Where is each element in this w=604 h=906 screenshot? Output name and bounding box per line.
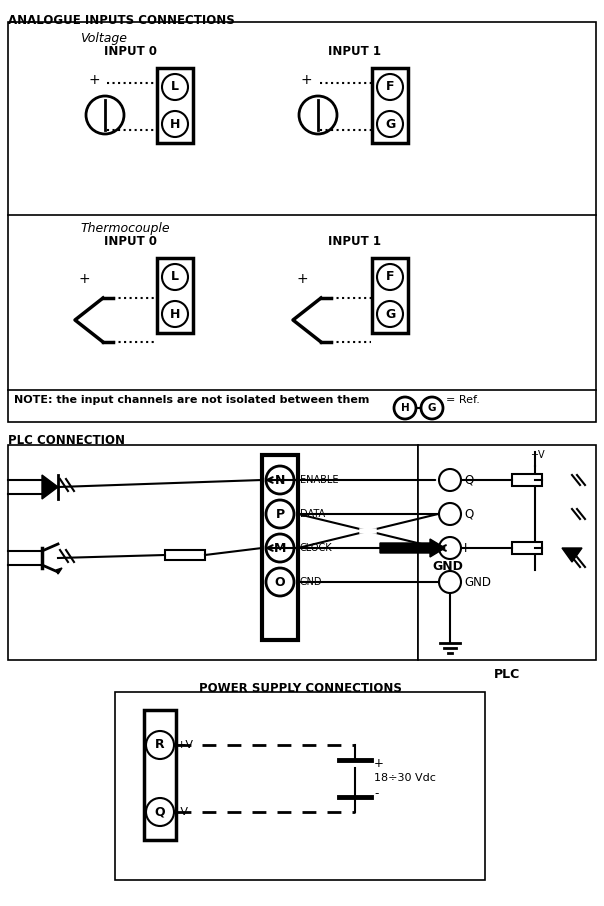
Text: G: G: [428, 403, 436, 413]
Text: Q: Q: [464, 474, 474, 487]
Bar: [372, 68, 408, 143]
Circle shape: [162, 301, 188, 327]
Text: R: R: [155, 738, 165, 751]
Text: -: -: [374, 787, 378, 800]
Text: +: +: [300, 73, 312, 87]
Text: L: L: [171, 81, 179, 93]
Circle shape: [439, 537, 461, 559]
Circle shape: [266, 466, 294, 494]
Circle shape: [146, 731, 174, 759]
Circle shape: [266, 534, 294, 562]
Text: INPUT 1: INPUT 1: [329, 45, 382, 58]
Bar: [144, 710, 176, 840]
Circle shape: [439, 469, 461, 491]
Bar: [372, 258, 408, 333]
Circle shape: [439, 571, 461, 593]
Text: +V: +V: [177, 740, 194, 750]
Text: INPUT 0: INPUT 0: [103, 45, 156, 58]
Text: H: H: [400, 403, 410, 413]
Circle shape: [439, 503, 461, 525]
Text: INPUT 0: INPUT 0: [103, 235, 156, 248]
Text: H: H: [170, 307, 180, 321]
Polygon shape: [562, 548, 582, 562]
Text: GND: GND: [300, 577, 323, 587]
Text: G: G: [385, 118, 395, 130]
Text: +: +: [296, 272, 307, 286]
Text: F: F: [386, 271, 394, 284]
Bar: [165, 550, 205, 560]
Circle shape: [377, 264, 403, 290]
Bar: [8, 445, 418, 660]
Text: Q: Q: [155, 805, 165, 818]
Bar: [512, 542, 542, 554]
Text: I: I: [464, 542, 467, 554]
Text: ENABLE: ENABLE: [300, 475, 338, 485]
Text: CLOCK: CLOCK: [300, 543, 333, 553]
Text: GND: GND: [464, 575, 491, 589]
Text: P: P: [275, 507, 284, 521]
Text: G: G: [385, 307, 395, 321]
Bar: [262, 455, 298, 640]
Text: INPUT 1: INPUT 1: [329, 235, 382, 248]
Text: Voltage: Voltage: [80, 32, 127, 45]
Circle shape: [377, 301, 403, 327]
Text: H: H: [170, 118, 180, 130]
Circle shape: [146, 798, 174, 826]
Circle shape: [266, 568, 294, 596]
Circle shape: [299, 96, 337, 134]
Circle shape: [421, 397, 443, 419]
Text: 18÷30 Vdc: 18÷30 Vdc: [374, 773, 436, 783]
Text: +: +: [88, 73, 100, 87]
Text: DATA: DATA: [300, 509, 325, 519]
Text: PLC CONNECTION: PLC CONNECTION: [8, 434, 125, 447]
Bar: [512, 474, 542, 486]
Text: ANALOGUE INPUTS CONNECTIONS: ANALOGUE INPUTS CONNECTIONS: [8, 14, 235, 27]
Circle shape: [162, 111, 188, 137]
Bar: [115, 692, 485, 880]
Text: Q: Q: [464, 507, 474, 521]
Circle shape: [162, 74, 188, 100]
Text: Thermocouple: Thermocouple: [80, 222, 170, 235]
Polygon shape: [56, 568, 62, 574]
Text: NOTE: the input channels are not isolated between them: NOTE: the input channels are not isolate…: [14, 395, 370, 405]
Bar: [157, 68, 193, 143]
Circle shape: [266, 500, 294, 528]
Circle shape: [86, 96, 124, 134]
Bar: [8, 22, 596, 422]
Text: +: +: [78, 272, 89, 286]
Circle shape: [394, 397, 416, 419]
Text: GND: GND: [432, 560, 463, 573]
Text: POWER SUPPLY CONNECTIONS: POWER SUPPLY CONNECTIONS: [199, 682, 402, 695]
Text: -V: -V: [177, 807, 188, 817]
Text: +: +: [374, 757, 384, 770]
Text: +V: +V: [530, 450, 545, 460]
Circle shape: [162, 264, 188, 290]
Circle shape: [377, 111, 403, 137]
Text: F: F: [386, 81, 394, 93]
FancyArrow shape: [380, 539, 445, 557]
Text: N: N: [275, 474, 285, 487]
Bar: [418, 445, 596, 660]
Text: L: L: [171, 271, 179, 284]
Text: PLC: PLC: [494, 668, 520, 681]
Polygon shape: [42, 475, 58, 499]
Text: = Ref.: = Ref.: [446, 395, 480, 405]
Circle shape: [377, 74, 403, 100]
Text: M: M: [274, 542, 286, 554]
Text: O: O: [275, 575, 285, 589]
Bar: [157, 258, 193, 333]
